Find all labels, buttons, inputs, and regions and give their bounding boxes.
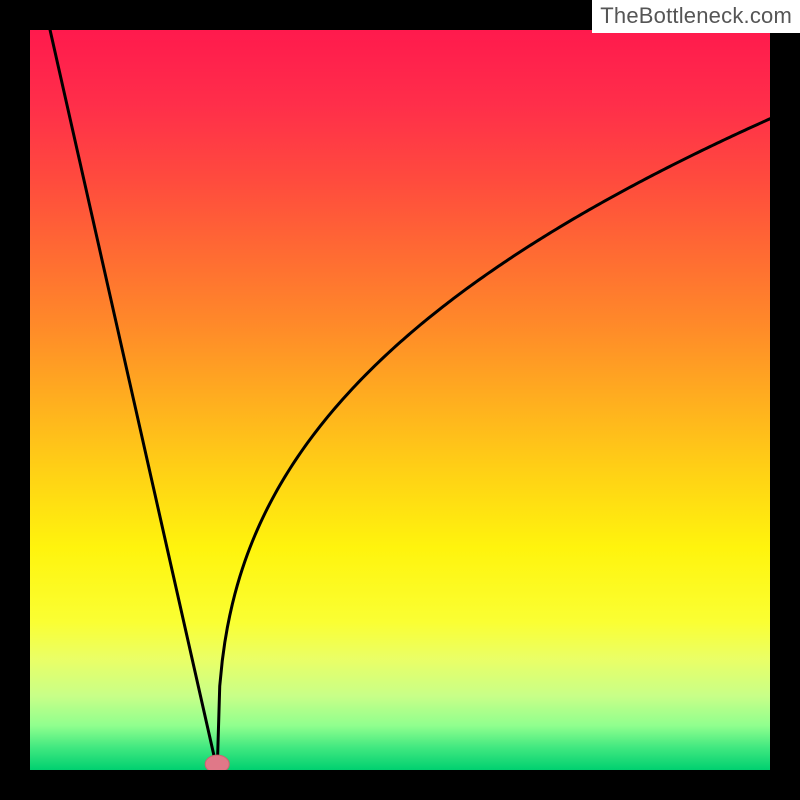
chart-frame: TheBottleneck.com [0, 0, 800, 800]
bottleneck-curve [30, 30, 770, 770]
min-marker [205, 755, 229, 770]
watermark-label: TheBottleneck.com [592, 0, 800, 33]
plot-area [30, 30, 770, 770]
